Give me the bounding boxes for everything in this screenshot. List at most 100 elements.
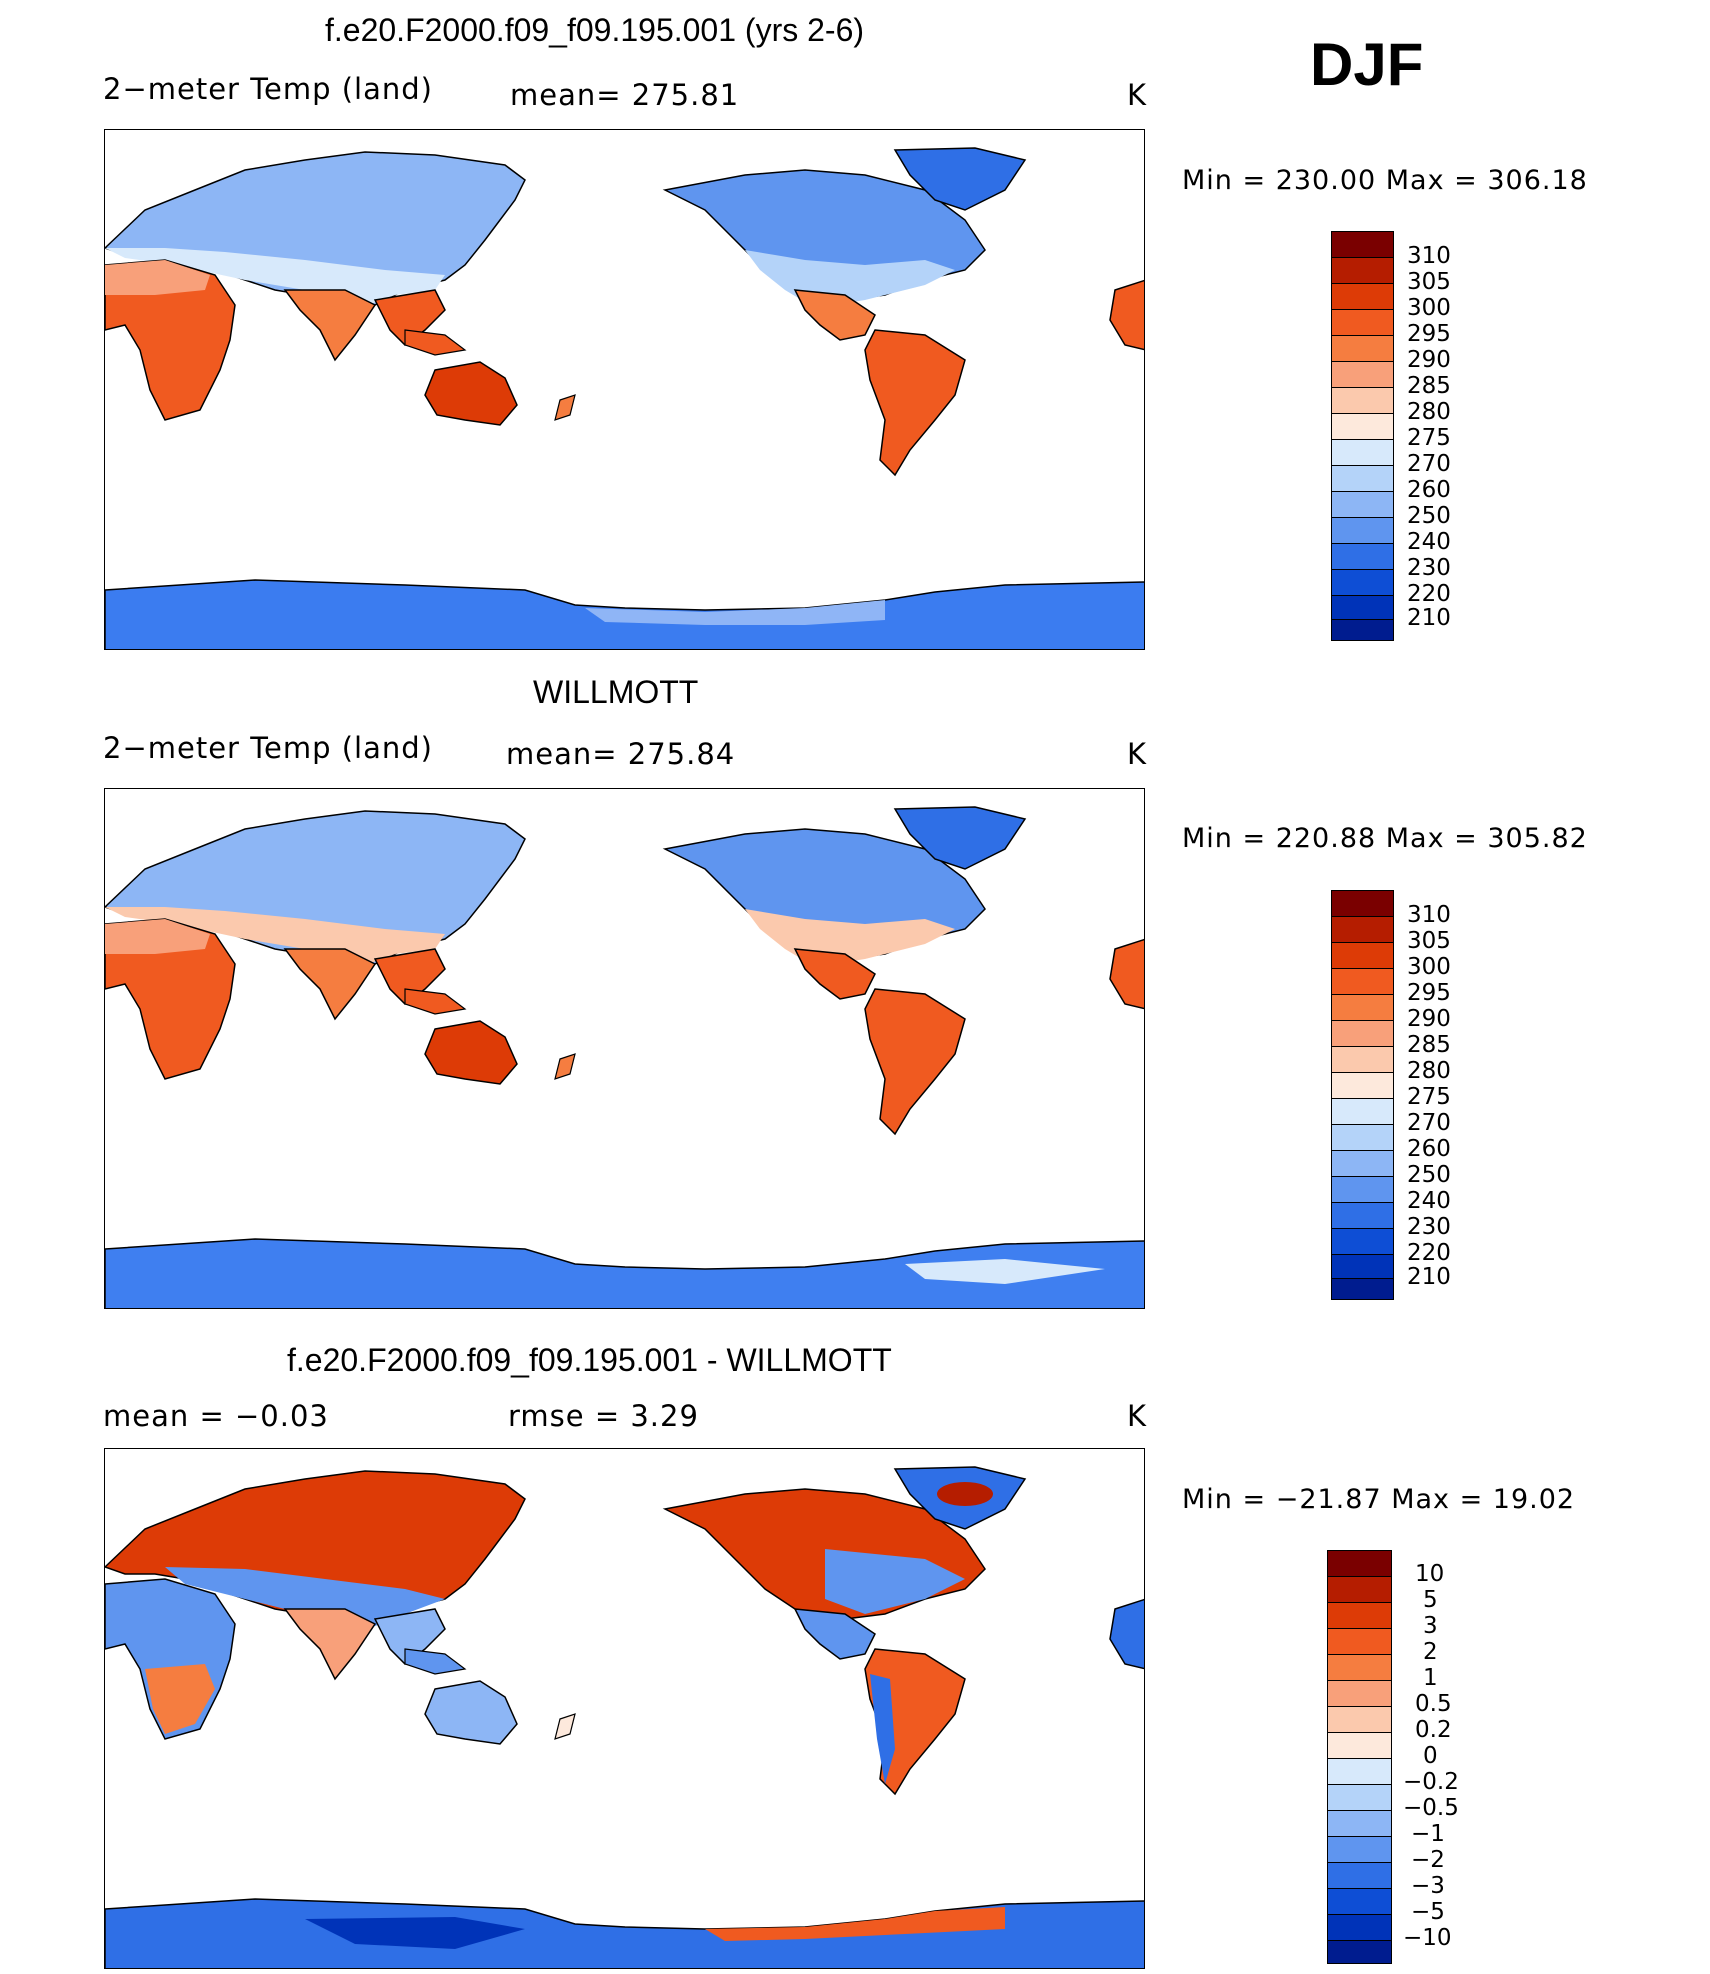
africa-east-edge	[1109, 938, 1144, 1010]
cb1-tick: 305	[1407, 269, 1451, 295]
panel2-mean-label: mean= 275.84	[506, 737, 736, 771]
eurasia-south-band	[105, 907, 445, 969]
indonesia-islands	[404, 329, 467, 356]
africa-south-warm	[145, 1664, 215, 1734]
panel2-variable-label: 2−meter Temp (land)	[103, 731, 433, 765]
cb1-tick: 280	[1407, 399, 1451, 425]
cb2-tick: 285	[1407, 1032, 1451, 1058]
panel1-mean-label: mean= 275.81	[510, 78, 740, 112]
cb1-tick: 240	[1407, 529, 1451, 555]
south-america-land	[864, 988, 966, 1136]
india-land	[283, 1608, 377, 1681]
southeast-asia-land	[373, 289, 446, 346]
panel3-title: f.e20.F2000.f09_f09.195.001 - WILLMOTT	[287, 1342, 892, 1378]
panel2-minmax: Min = 220.88 Max = 305.82	[1182, 823, 1588, 854]
cb1-tick: 250	[1407, 503, 1451, 529]
cb3-tick: 0	[1423, 1743, 1438, 1769]
cb3-tick: 0.5	[1415, 1691, 1452, 1717]
antarctica-peninsula-band	[585, 600, 885, 625]
cb2-tick: 230	[1407, 1214, 1451, 1240]
africa-east-edge	[1109, 279, 1144, 351]
eurasia-south-band	[105, 248, 445, 310]
cb1-tick: 310	[1407, 243, 1451, 269]
panel2-map	[104, 788, 1145, 1309]
mexico-central-america	[793, 289, 876, 341]
cb2-tick: 310	[1407, 902, 1451, 928]
cb1-tick: 230	[1407, 555, 1451, 581]
eurasia-mixed-band	[165, 1567, 445, 1634]
panel1-units-label: K	[1127, 78, 1148, 112]
panel1-map	[104, 129, 1145, 650]
greenland-land	[893, 147, 1027, 211]
africa-north	[105, 260, 210, 295]
panel3-colorbar	[1327, 1550, 1392, 1964]
panel2-units-label: K	[1127, 737, 1148, 771]
mexico-central-america	[793, 1608, 876, 1660]
season-label: DJF	[1310, 31, 1424, 98]
cb1-tick: 290	[1407, 347, 1451, 373]
north-america-east-cool	[825, 1549, 965, 1614]
australia-land	[424, 1020, 518, 1085]
antarctica-warm-band	[705, 1907, 1005, 1941]
panel1-variable-label: 2−meter Temp (land)	[103, 72, 433, 106]
cb3-tick: −0.5	[1403, 1795, 1459, 1821]
cb1-tick: 220	[1407, 581, 1451, 607]
cb3-tick: −0.2	[1403, 1769, 1459, 1795]
panel2-title: WILLMOTT	[533, 674, 699, 710]
australia-land	[424, 361, 518, 426]
cb2-tick: 305	[1407, 928, 1451, 954]
new-zealand	[554, 1713, 576, 1740]
panel3-rmse-label: rmse = 3.29	[508, 1399, 699, 1433]
cb3-tick: −5	[1411, 1899, 1445, 1925]
cb3-tick: 3	[1423, 1613, 1438, 1639]
india-land	[283, 948, 377, 1021]
cb3-tick: 1	[1423, 1665, 1438, 1691]
mexico-central-america	[793, 948, 876, 1000]
cb2-tick: 240	[1407, 1188, 1451, 1214]
cb3-tick: −10	[1403, 1925, 1452, 1951]
new-zealand	[554, 394, 576, 421]
australia-land	[424, 1680, 518, 1745]
antarctica-shelf-band	[905, 1259, 1105, 1284]
africa-north	[105, 919, 210, 954]
cb2-tick: 275	[1407, 1084, 1451, 1110]
panel3-minmax: Min = −21.87 Max = 19.02	[1182, 1484, 1576, 1515]
panel2-map-svg	[105, 806, 1144, 1308]
cb2-tick: 295	[1407, 980, 1451, 1006]
cb2-tick: 270	[1407, 1110, 1451, 1136]
antarctica-land	[105, 1238, 1144, 1308]
cb3-tick: 0.2	[1415, 1717, 1452, 1743]
africa-east-edge	[1109, 1598, 1144, 1670]
andes-cool-strip	[870, 1674, 895, 1784]
africa-land	[105, 918, 236, 1080]
cb3-tick: 10	[1415, 1561, 1445, 1587]
greenland-warm-anomaly	[937, 1482, 993, 1506]
cb1-tick: 210	[1407, 605, 1451, 631]
new-zealand	[554, 1053, 576, 1080]
indonesia-islands	[404, 988, 467, 1015]
southeast-asia-land	[373, 1608, 446, 1665]
panel3-units-label: K	[1127, 1399, 1148, 1433]
cb2-tick: 260	[1407, 1136, 1451, 1162]
cb1-tick: 285	[1407, 373, 1451, 399]
cb3-tick: −3	[1411, 1873, 1445, 1899]
cb1-tick: 260	[1407, 477, 1451, 503]
south-america-land	[864, 329, 966, 477]
cb3-tick: −1	[1411, 1821, 1445, 1847]
antarctica-cold-core	[305, 1917, 525, 1949]
cb2-tick: 300	[1407, 954, 1451, 980]
india-land	[283, 289, 377, 362]
panel1-colorbar	[1331, 231, 1394, 641]
africa-land	[105, 259, 236, 421]
panel3-mean-label: mean = −0.03	[103, 1399, 329, 1433]
cb2-tick: 280	[1407, 1058, 1451, 1084]
cb2-tick: 250	[1407, 1162, 1451, 1188]
cb3-tick: −2	[1411, 1847, 1445, 1873]
cb1-tick: 270	[1407, 451, 1451, 477]
panel1-title: f.e20.F2000.f09_f09.195.001 (yrs 2-6)	[325, 12, 865, 48]
panel3-map	[104, 1448, 1145, 1969]
cb1-tick: 275	[1407, 425, 1451, 451]
cb3-tick: 2	[1423, 1639, 1438, 1665]
cb2-tick: 210	[1407, 1264, 1451, 1290]
cb3-tick: 5	[1423, 1587, 1438, 1613]
